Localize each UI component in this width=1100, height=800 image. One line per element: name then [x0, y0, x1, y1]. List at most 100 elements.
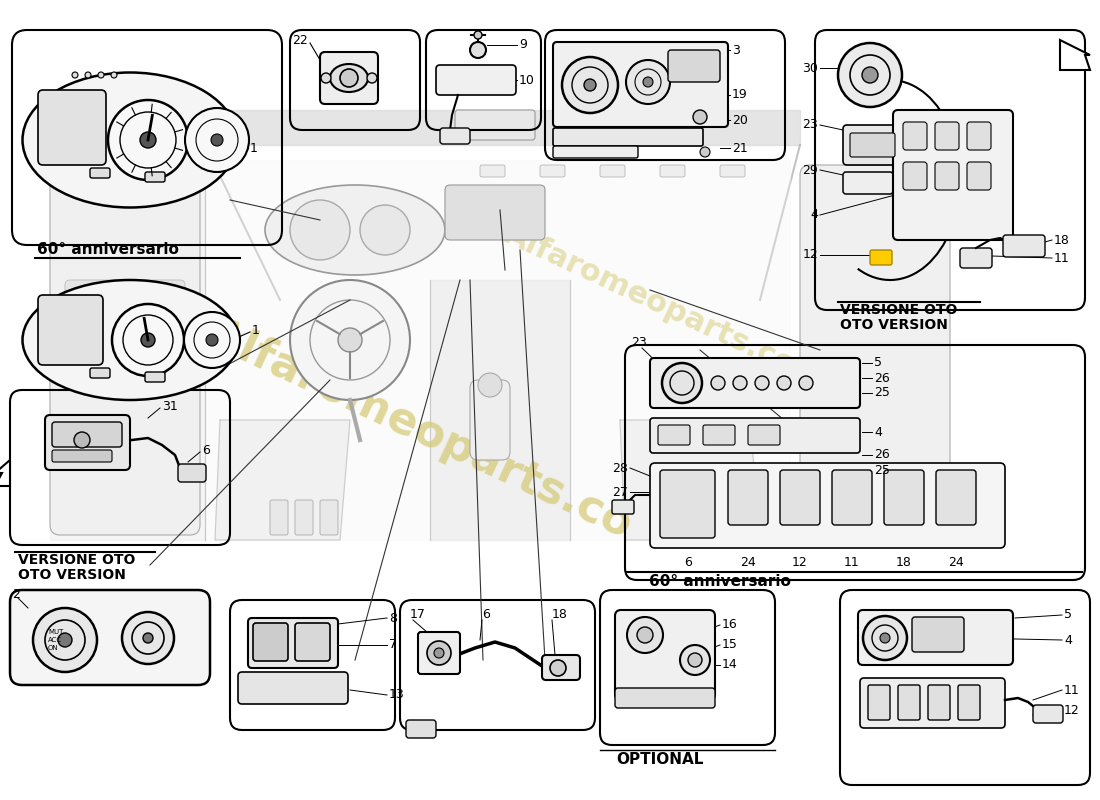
Circle shape	[290, 200, 350, 260]
FancyBboxPatch shape	[748, 425, 780, 445]
Text: 8: 8	[389, 611, 397, 625]
Circle shape	[141, 333, 155, 347]
Circle shape	[290, 280, 410, 400]
FancyBboxPatch shape	[615, 688, 715, 708]
FancyBboxPatch shape	[780, 470, 820, 525]
Text: 6: 6	[202, 443, 210, 457]
FancyBboxPatch shape	[703, 425, 735, 445]
FancyBboxPatch shape	[1003, 235, 1045, 257]
Ellipse shape	[22, 280, 238, 400]
Circle shape	[72, 72, 78, 78]
Circle shape	[33, 608, 97, 672]
FancyBboxPatch shape	[936, 470, 976, 525]
Text: 19: 19	[732, 89, 748, 102]
FancyBboxPatch shape	[90, 168, 110, 178]
Text: OPTIONAL: OPTIONAL	[616, 753, 704, 767]
Text: 15: 15	[722, 638, 738, 651]
Ellipse shape	[330, 64, 369, 92]
Polygon shape	[0, 460, 10, 486]
Circle shape	[58, 633, 72, 647]
FancyBboxPatch shape	[884, 470, 924, 525]
FancyBboxPatch shape	[658, 425, 690, 445]
Text: 27: 27	[612, 486, 628, 498]
Text: VERSIONE OTO: VERSIONE OTO	[18, 553, 135, 567]
Text: 6: 6	[482, 609, 490, 622]
Circle shape	[111, 72, 117, 78]
Text: OTO VERSION: OTO VERSION	[18, 568, 125, 582]
Polygon shape	[50, 160, 205, 540]
Polygon shape	[1060, 40, 1090, 70]
FancyBboxPatch shape	[903, 162, 927, 190]
FancyBboxPatch shape	[860, 678, 1005, 728]
Circle shape	[85, 72, 91, 78]
Text: 26: 26	[874, 371, 890, 385]
Polygon shape	[214, 420, 350, 540]
Polygon shape	[205, 160, 790, 540]
Text: 22: 22	[293, 34, 308, 46]
Text: 28: 28	[612, 462, 628, 474]
FancyBboxPatch shape	[903, 122, 927, 150]
Text: 5: 5	[874, 357, 882, 370]
Text: VERSIONE OTO: VERSIONE OTO	[840, 303, 957, 317]
Text: ACC: ACC	[48, 637, 62, 643]
FancyBboxPatch shape	[10, 590, 210, 685]
Text: Alfaromeoparts.co: Alfaromeoparts.co	[499, 220, 800, 380]
Circle shape	[838, 43, 902, 107]
FancyBboxPatch shape	[858, 610, 1013, 665]
FancyBboxPatch shape	[612, 500, 634, 514]
Circle shape	[864, 616, 907, 660]
Text: 11: 11	[1054, 251, 1069, 265]
FancyBboxPatch shape	[650, 358, 860, 408]
Text: 31: 31	[162, 399, 178, 413]
Circle shape	[680, 645, 710, 675]
Text: 18: 18	[1054, 234, 1070, 246]
Circle shape	[880, 633, 890, 643]
Circle shape	[98, 72, 104, 78]
Circle shape	[108, 100, 188, 180]
Circle shape	[733, 376, 747, 390]
Circle shape	[74, 432, 90, 448]
Circle shape	[700, 147, 710, 157]
Text: 4: 4	[810, 209, 818, 222]
FancyBboxPatch shape	[52, 422, 122, 447]
Text: 9: 9	[519, 38, 527, 51]
Text: 5: 5	[1064, 609, 1072, 622]
Text: OTO VERSION: OTO VERSION	[840, 318, 948, 332]
Circle shape	[644, 77, 653, 87]
FancyBboxPatch shape	[728, 470, 768, 525]
Text: 14: 14	[722, 658, 738, 671]
Text: 6: 6	[684, 555, 692, 569]
FancyBboxPatch shape	[440, 128, 470, 144]
FancyBboxPatch shape	[660, 165, 685, 177]
Text: 24: 24	[740, 555, 756, 569]
Circle shape	[627, 617, 663, 653]
FancyBboxPatch shape	[832, 470, 872, 525]
FancyBboxPatch shape	[967, 122, 991, 150]
Text: 12: 12	[1064, 703, 1080, 717]
FancyBboxPatch shape	[39, 295, 103, 365]
Text: 12: 12	[792, 555, 807, 569]
FancyBboxPatch shape	[650, 463, 1005, 548]
FancyBboxPatch shape	[480, 165, 505, 177]
FancyBboxPatch shape	[600, 165, 625, 177]
Polygon shape	[620, 420, 760, 540]
Text: Alfaromeoparts.co: Alfaromeoparts.co	[200, 313, 639, 547]
Text: 4: 4	[1064, 634, 1071, 646]
Circle shape	[360, 205, 410, 255]
Circle shape	[112, 304, 184, 376]
Text: 23: 23	[802, 118, 818, 131]
Circle shape	[434, 648, 444, 658]
Text: 18: 18	[552, 609, 568, 622]
FancyBboxPatch shape	[967, 162, 991, 190]
FancyBboxPatch shape	[1033, 705, 1063, 723]
FancyBboxPatch shape	[868, 685, 890, 720]
FancyBboxPatch shape	[455, 110, 535, 140]
Text: 25: 25	[874, 386, 890, 399]
FancyBboxPatch shape	[898, 685, 920, 720]
FancyBboxPatch shape	[668, 50, 720, 82]
Circle shape	[799, 376, 813, 390]
FancyBboxPatch shape	[553, 42, 728, 127]
Text: ON: ON	[48, 645, 58, 651]
FancyBboxPatch shape	[90, 368, 110, 378]
Text: 60° anniversario: 60° anniversario	[649, 574, 791, 590]
